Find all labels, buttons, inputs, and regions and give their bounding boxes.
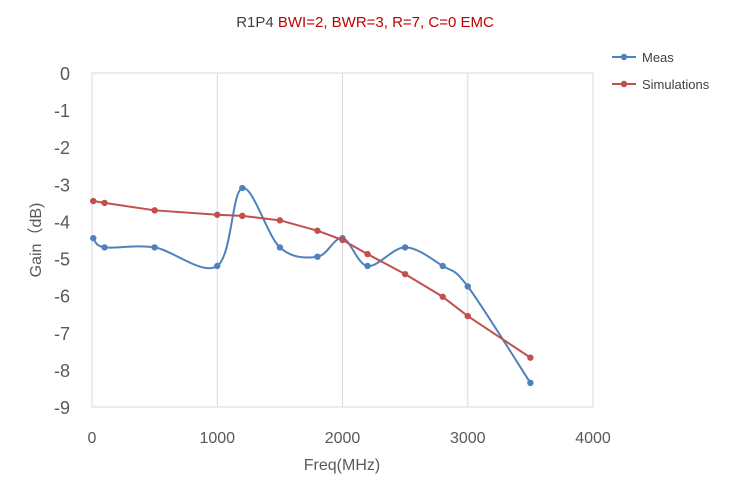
data-point-simulations xyxy=(101,199,108,207)
x-tick-label: 4000 xyxy=(575,430,611,447)
data-point-meas xyxy=(151,244,158,251)
y-tick-label: -7 xyxy=(54,324,70,344)
data-point-meas xyxy=(101,244,108,251)
data-point-meas xyxy=(314,253,321,260)
x-tick-label: 2000 xyxy=(325,430,361,447)
data-point-simulations xyxy=(214,211,221,218)
y-tick-label: -3 xyxy=(54,175,70,195)
data-point-meas xyxy=(439,262,446,270)
data-point-simulations xyxy=(239,212,246,220)
series-layer xyxy=(90,184,534,387)
y-tick-label: 0 xyxy=(60,64,70,84)
x-tick-label: 0 xyxy=(88,430,97,447)
y-tick-label: -2 xyxy=(54,138,70,158)
data-point-meas xyxy=(90,234,97,242)
y-tick-label: -8 xyxy=(54,361,70,381)
series-line-simulations xyxy=(93,200,531,359)
x-axis-tick-labels: 0 1000 2000 3000 4000 xyxy=(88,430,611,447)
data-point-meas xyxy=(214,262,221,270)
data-point-simulations xyxy=(90,197,97,205)
data-point-simulations xyxy=(276,217,284,224)
data-point-simulations xyxy=(527,354,534,361)
legend-label-meas: Meas xyxy=(642,50,674,65)
y-axis-label: Gain（dB) xyxy=(27,203,45,278)
legend-label-simulations: Simulations xyxy=(642,77,710,92)
y-tick-label: -4 xyxy=(54,212,70,232)
data-point-simulations xyxy=(439,293,446,300)
y-tick-label: -9 xyxy=(54,398,70,418)
x-tick-label: 3000 xyxy=(450,430,486,447)
data-point-meas xyxy=(527,379,534,387)
legend: Meas Simulations xyxy=(612,50,710,92)
y-axis-tick-labels: 0 -1 -2 -3 -4 -5 -6 -7 -8 -9 xyxy=(54,64,70,418)
data-point-meas xyxy=(364,262,371,270)
chart-title-prefix: R1P4 xyxy=(236,14,278,31)
chart-title-suffix: BWI=2, BWR=3, R=7, C=0 EMC xyxy=(278,14,494,31)
y-tick-label: -5 xyxy=(54,250,70,270)
data-point-meas xyxy=(464,283,471,290)
data-point-meas xyxy=(239,184,246,192)
y-tick-label: -1 xyxy=(54,101,70,121)
y-tick-label: -6 xyxy=(54,287,70,307)
legend-marker-simulations xyxy=(620,80,628,88)
legend-marker-meas xyxy=(620,53,628,61)
data-point-simulations xyxy=(364,250,371,258)
data-point-simulations xyxy=(314,227,321,234)
data-point-simulations xyxy=(464,312,471,320)
x-tick-label: 1000 xyxy=(199,430,235,447)
chart-title: R1P4 BWI=2, BWR=3, R=7, C=0 EMC xyxy=(236,14,494,31)
data-point-simulations xyxy=(401,270,409,278)
data-point-meas xyxy=(401,244,409,251)
data-point-meas xyxy=(276,244,284,251)
data-point-simulations xyxy=(339,236,346,244)
data-point-simulations xyxy=(151,207,158,214)
x-axis-label: Freq(MHz) xyxy=(304,457,380,474)
